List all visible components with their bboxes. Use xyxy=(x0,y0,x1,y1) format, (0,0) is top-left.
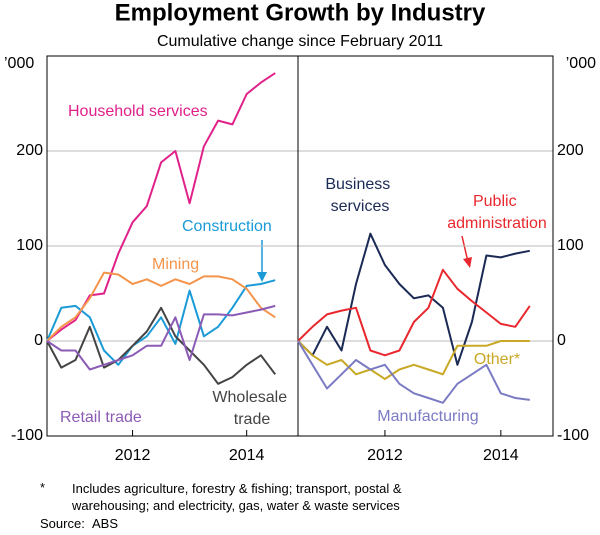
source: ABS xyxy=(92,516,119,531)
note: Includes agriculture, forestry & fishing… xyxy=(72,481,402,513)
annotation-arrow xyxy=(461,235,469,263)
annotation-arrow xyxy=(257,272,267,282)
annotation-arrow xyxy=(463,257,472,268)
series-label: Mining xyxy=(152,256,199,273)
series-line xyxy=(297,268,531,357)
x-tick-label: 2014 xyxy=(229,447,265,464)
chart-title: Employment Growth by Industry xyxy=(115,0,486,26)
series-line xyxy=(46,306,276,385)
series-label: Household services xyxy=(68,103,208,120)
y-tick-label: 100 xyxy=(16,237,43,254)
y-tick-label: 200 xyxy=(557,142,584,159)
y-tick-label: -100 xyxy=(557,427,589,444)
y-tick-label: -100 xyxy=(11,427,43,444)
series-label: Manufacturing xyxy=(377,408,478,425)
chart-subtitle: Cumulative change since February 2011 xyxy=(157,33,443,50)
series-line xyxy=(297,340,530,404)
y-tick-label: 0 xyxy=(34,332,43,349)
series-label: Retail trade xyxy=(60,409,142,426)
y-unit: ’000 xyxy=(566,55,596,72)
series-line xyxy=(46,271,276,342)
series-line xyxy=(46,279,276,366)
series-label: Business services xyxy=(325,176,394,215)
y-tick-label: 100 xyxy=(557,237,584,254)
y-tick-label: 0 xyxy=(557,332,566,349)
note-marker: * xyxy=(40,480,46,495)
series-line xyxy=(297,232,530,366)
series-label: Other* xyxy=(474,351,520,368)
source-label: Source: xyxy=(40,516,85,531)
x-tick-label: 2012 xyxy=(367,447,403,464)
plot-frame xyxy=(297,55,554,437)
x-tick-label: 2014 xyxy=(483,447,519,464)
chart: Employment Growth by Industry Cumulative… xyxy=(4,0,596,464)
series-label: Wholesale trade xyxy=(212,389,291,428)
y-unit: ’000 xyxy=(4,55,34,72)
series-line xyxy=(297,340,530,380)
series-line xyxy=(46,304,276,371)
x-tick-label: 2012 xyxy=(115,447,151,464)
series-label: Public administration xyxy=(447,193,547,232)
y-tick-label: 200 xyxy=(16,142,43,159)
series-label: Construction xyxy=(182,218,272,235)
